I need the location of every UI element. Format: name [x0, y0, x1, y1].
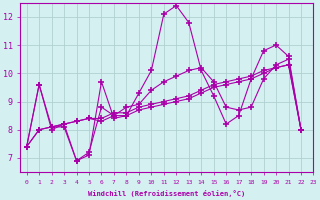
X-axis label: Windchill (Refroidissement éolien,°C): Windchill (Refroidissement éolien,°C)	[88, 190, 245, 197]
